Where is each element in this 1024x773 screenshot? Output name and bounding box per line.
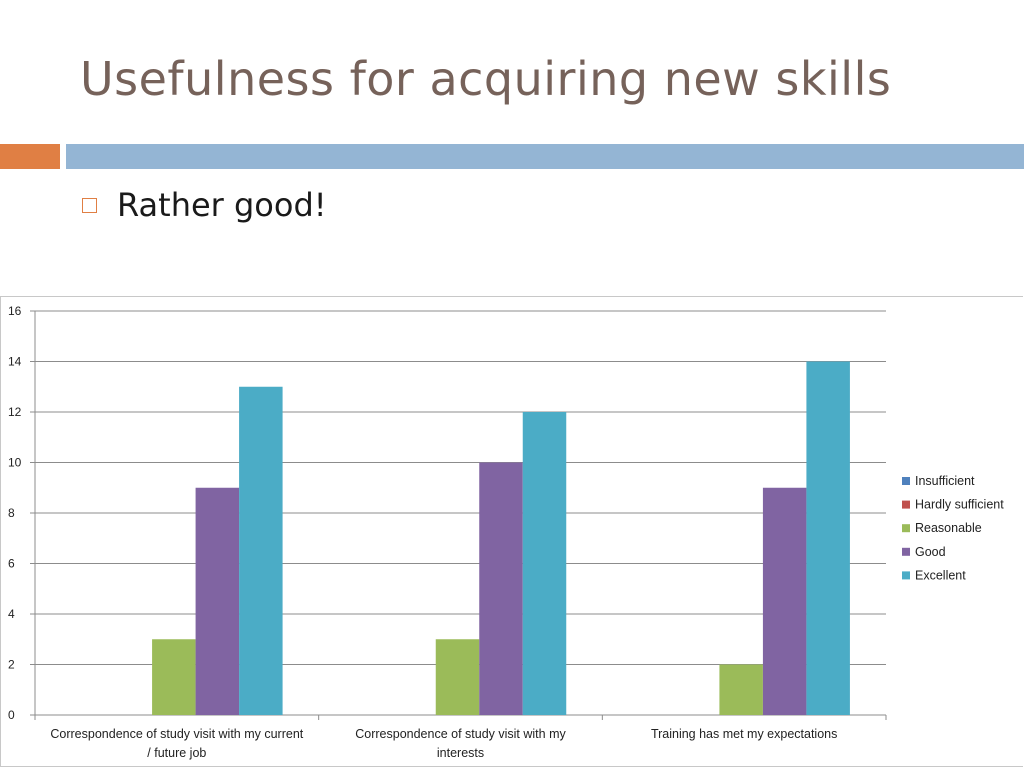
bar-good [195, 487, 240, 715]
y-tick-label: 14 [8, 355, 22, 369]
page-title: Usefulness for acquiring new skills [80, 52, 892, 106]
bullet-item: Rather good! [82, 186, 327, 224]
bar-reasonable [435, 639, 480, 715]
bar-reasonable [152, 639, 196, 715]
legend-label: Reasonable [915, 521, 982, 535]
legend-label: Excellent [915, 568, 966, 582]
y-tick-label: 16 [8, 304, 22, 318]
x-category-label: Correspondence of study visit with my [355, 727, 566, 741]
bar-excellent [522, 412, 567, 715]
y-tick-label: 8 [8, 506, 15, 520]
square-bullet-icon [82, 197, 97, 213]
x-category-label: interests [437, 746, 484, 760]
bullet-text: Rather good! [117, 186, 327, 224]
legend-swatch [902, 571, 910, 580]
accent-bar-blue [66, 144, 1024, 169]
bar-excellent [806, 361, 850, 715]
y-tick-label: 6 [8, 557, 15, 571]
legend-swatch [902, 524, 910, 533]
bar-reasonable [719, 664, 763, 715]
x-category-label: Training has met my expectations [651, 727, 837, 741]
y-tick-label: 12 [8, 405, 22, 419]
legend-swatch [902, 547, 910, 556]
legend-label: Hardly sufficient [915, 498, 1004, 512]
bar-chart: 0 2 4 6 8 10 12 14 16 Correspondence of study vis… [8, 304, 1004, 760]
bar-good [762, 487, 807, 715]
x-category-label: / future job [147, 746, 206, 760]
bar-excellent [239, 386, 283, 715]
legend-label: Insufficient [915, 474, 975, 488]
legend-swatch [902, 477, 910, 485]
accent-bar-orange [0, 144, 60, 169]
legend-label: Good [915, 545, 946, 559]
bar-good [479, 462, 523, 715]
x-category-label: Correspondence of study visit with my cu… [50, 727, 303, 741]
y-tick-label: 2 [8, 658, 15, 672]
legend-swatch [902, 500, 910, 509]
chart-area: 0 2 4 6 8 10 12 14 16 Correspondence of study vis… [0, 296, 1023, 767]
y-tick-label: 0 [8, 708, 15, 722]
y-tick-label: 4 [8, 607, 15, 621]
y-tick-label: 10 [8, 456, 22, 470]
